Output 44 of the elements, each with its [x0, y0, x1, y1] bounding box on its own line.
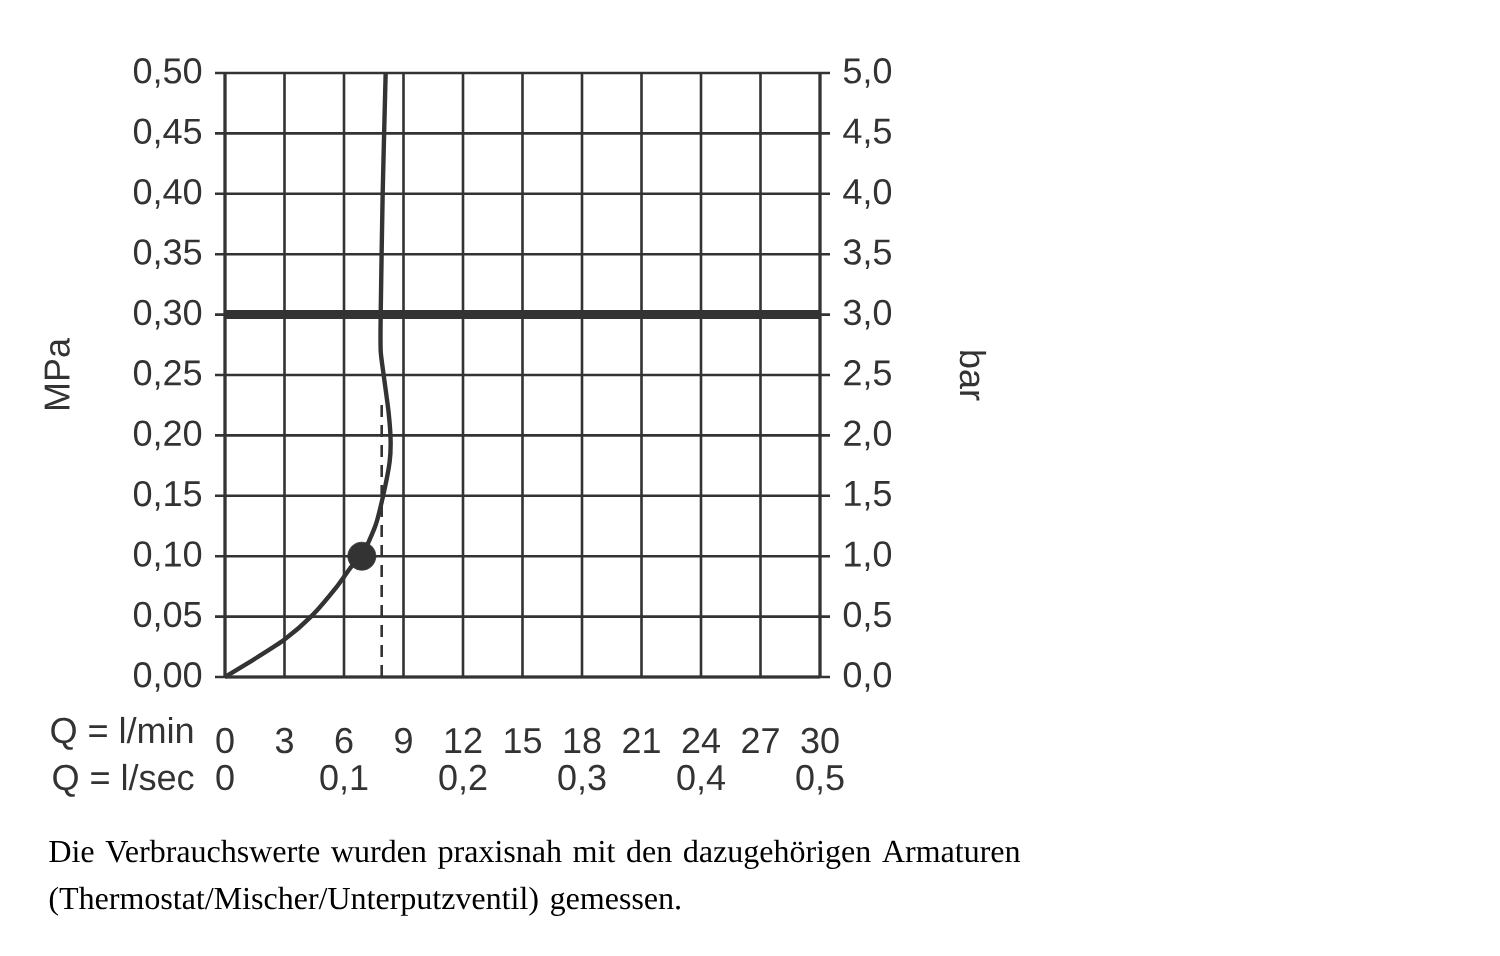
x-tick-label: 15: [505, 728, 541, 754]
y-tick-label: 0,25: [133, 360, 202, 390]
y2-tick-label: 1,0: [845, 541, 892, 572]
y-tick-label: 0,10: [133, 541, 202, 572]
y-tick-label: 0,35: [133, 239, 202, 270]
x2-tick-label: 0,2: [439, 764, 487, 795]
x-axis-title: Q = l/min: [51, 716, 193, 750]
y2-tick-label: 2,5: [844, 360, 891, 390]
y2-tick-label: 3,0: [843, 299, 892, 330]
x-tick-label: 12: [445, 727, 482, 753]
x-tick-label: 9: [395, 727, 412, 754]
y2-axis-title: bar: [959, 351, 987, 401]
y2-tick-label: 1,5: [845, 481, 891, 511]
y-tick-label: 0,50: [133, 58, 202, 88]
y-axis-title: MPa: [44, 337, 70, 410]
x-tick-label: 21: [623, 727, 660, 753]
x2-tick-label: 0,1: [320, 764, 368, 795]
y-tick-label: 0,05: [133, 601, 202, 632]
x-tick-label: 6: [335, 727, 353, 754]
x2-axis-title: Q = l/sec: [53, 763, 194, 797]
y-tick-label: 0,40: [133, 178, 202, 209]
y-tick-label: 0,20: [133, 420, 202, 451]
y2-tick-label: 0,5: [843, 601, 891, 632]
x2-tick-label: 0,5: [796, 764, 844, 795]
y-tick-label: 0,15: [133, 480, 202, 511]
y2-tick-label: 4,0: [843, 178, 892, 209]
x-tick-label: 24: [682, 727, 720, 753]
x2-tick-label: 0,3: [558, 764, 606, 795]
x-tick-label: 27: [742, 727, 779, 753]
x-tick-label: 0: [216, 727, 234, 754]
x2-tick-label: 0: [216, 764, 234, 791]
y2-tick-label: 4,5: [843, 118, 891, 149]
text: Die Verbrauchswerte wurden praxisnah mit den dazugehörigen Armaturen (Thermostat/Mischer/Unterputzventil) gemessen.: [49, 839, 1021, 916]
y-tick-label: 0,30: [133, 299, 202, 330]
y-tick-label: 0,00: [133, 662, 202, 692]
y2-tick-label: 2,0: [844, 420, 892, 451]
y-tick-label: 0,45: [133, 118, 202, 149]
y2-tick-label: 3,5: [843, 239, 891, 270]
x2-tick-label: 0,4: [677, 764, 725, 795]
y2-tick-label: 0,0: [843, 662, 892, 692]
x-tick-label: 30: [801, 727, 839, 754]
x-tick-label: 18: [564, 727, 601, 754]
x-tick-label: 3: [275, 727, 293, 754]
y2-tick-label: 5,0: [843, 58, 892, 88]
